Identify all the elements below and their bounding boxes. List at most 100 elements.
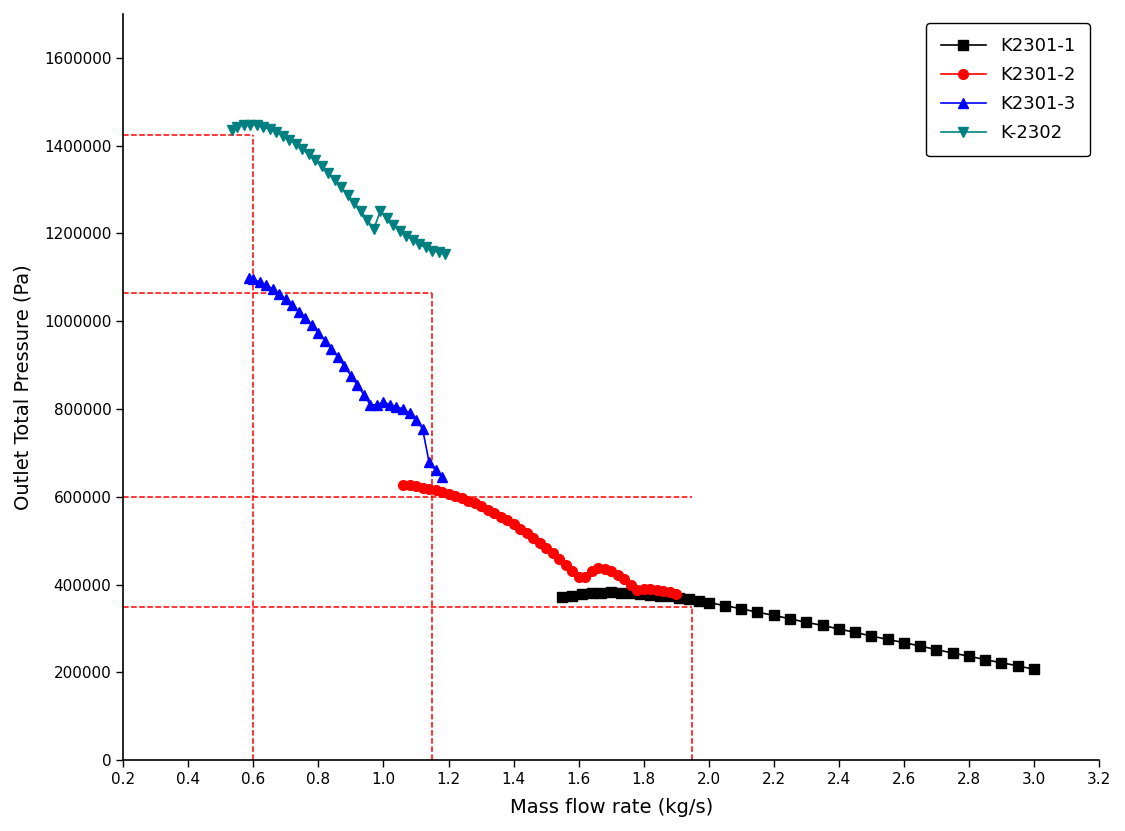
K2301-2 [429,485,442,495]
K-2302 [380,213,394,223]
K2301-3 [242,273,255,283]
K2301-2 [578,573,592,583]
K-2302 [432,248,446,258]
K2301-3 [351,381,364,391]
K2301-2 [630,585,644,595]
K2301-2 [461,496,475,506]
K2301-3 [298,313,312,323]
K2301-2 [663,588,676,597]
K2301-2 [520,529,533,538]
K2301-2 [422,484,435,494]
K-2302 [425,245,439,255]
K2301-1 [1027,664,1041,674]
K-2302 [341,189,354,199]
K2301-1 [604,588,618,597]
K2301-2 [597,564,611,574]
K2301-2 [396,479,410,489]
K2301-1 [750,607,764,617]
K2301-2 [611,570,624,580]
K2301-2 [644,584,657,594]
K2301-3 [331,352,344,362]
K2301-2 [552,554,566,564]
K2301-2 [546,548,559,558]
K2301-1 [633,589,647,599]
K-2302 [348,198,361,208]
K2301-3 [416,424,430,434]
K2301-2 [416,483,430,493]
K-2302 [387,219,400,229]
K-2302 [289,140,303,150]
K2301-3 [286,300,299,310]
K2301-1 [566,591,579,601]
K-2302 [374,206,387,216]
K-2302 [367,224,380,234]
K2301-2 [566,566,579,576]
K-2302 [360,214,374,224]
K-2302 [243,120,256,130]
K2301-1 [897,637,910,647]
K2301-2 [410,481,423,491]
K2301-3 [344,371,358,381]
K2301-2 [501,515,514,525]
K2301-2 [533,538,547,548]
K2301-2 [618,574,631,584]
K2301-1 [644,590,657,600]
K2301-3 [429,465,442,475]
K-2302 [413,239,426,249]
K-2302 [282,135,296,145]
K2301-2 [475,501,488,511]
K2301-2 [656,586,669,596]
K2301-1 [881,635,894,645]
K-2302 [308,155,322,165]
K-2302 [322,168,335,178]
Line: K2301-2: K2301-2 [398,479,681,599]
K2301-2 [559,560,573,570]
K2301-1 [585,588,598,598]
K2301-3 [422,457,435,467]
K-2302 [256,121,270,131]
K2301-3 [403,408,416,418]
K2301-2 [572,573,585,583]
K2301-1 [673,593,686,602]
K2301-3 [318,336,332,346]
K2301-3 [358,390,371,400]
K2301-1 [692,596,705,606]
K2301-1 [1011,661,1025,671]
K2301-2 [468,499,482,509]
K2301-2 [592,563,605,573]
K-2302 [302,150,315,160]
K2301-2 [650,585,664,595]
K-2302 [328,175,342,184]
K2301-3 [246,274,260,284]
K2301-1 [979,655,992,665]
K2301-2 [494,512,507,522]
K2301-3 [410,415,423,425]
K2301-1 [654,591,667,601]
K2301-1 [663,592,676,602]
K-2302 [231,121,244,131]
K2301-2 [513,524,526,534]
K2301-2 [526,533,540,543]
K2301-2 [507,519,521,529]
K2301-1 [735,604,748,614]
K2301-2 [487,508,501,518]
K2301-2 [669,589,683,599]
K2301-2 [624,579,638,589]
X-axis label: Mass flow rate (kg/s): Mass flow rate (kg/s) [510,798,713,817]
K2301-1 [575,589,588,599]
K2301-2 [637,584,650,594]
K2301-3 [253,277,267,287]
K-2302 [250,120,263,130]
K-2302 [406,235,420,245]
K-2302 [237,120,251,130]
K2301-1 [816,621,829,631]
K-2302 [269,127,282,137]
K2301-3 [370,400,384,410]
K2301-1 [702,597,716,607]
K2301-3 [260,280,273,290]
K2301-3 [272,289,286,299]
K2301-1 [683,594,696,604]
K2301-1 [865,631,879,641]
K2301-1 [914,641,927,651]
K2301-3 [267,284,280,294]
